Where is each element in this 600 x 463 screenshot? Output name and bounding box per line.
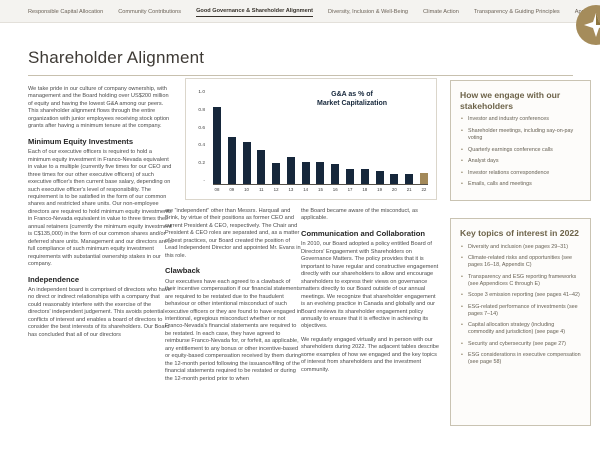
title-divider: [28, 75, 573, 76]
topic-list-item: Diversity and inclusion (see pages 29–31…: [460, 244, 581, 251]
y-tick-label: -: [203, 179, 205, 185]
heading-clawback: Clawback: [165, 266, 201, 276]
chart-bar-18: [360, 168, 369, 184]
how-we-engage-box: How we engage with our stakeholders Inve…: [450, 80, 591, 201]
x-tick-label: 10: [244, 187, 249, 192]
text-column-2: are “independent” other than Messrs. Har…: [165, 208, 302, 389]
intro-paragraph: We take pride in our culture of company …: [28, 86, 170, 130]
chart-bar-15: [316, 162, 325, 184]
chart-plot: [213, 94, 428, 185]
topic-list-item: Capital allocation strategy (including c…: [460, 322, 581, 336]
x-tick-label: 17: [347, 187, 353, 192]
chart-bar-13: [286, 157, 295, 184]
brand-star-logo-icon: [576, 5, 600, 45]
chart-bar-12: [272, 163, 281, 184]
x-tick-label: 19: [377, 187, 383, 192]
y-tick-label: 1.0: [198, 90, 205, 95]
y-tick-label: 0.6: [198, 125, 205, 131]
communication-paragraph: In 2010, our Board adopted a policy enti…: [301, 241, 439, 330]
chart-bar-08: [213, 106, 221, 184]
chart-title-line2: Market Capitalization: [316, 100, 387, 108]
topic-list-item: Scope 3 emission reporting (see pages 41…: [460, 292, 581, 299]
engage-box-list: Investor and industry conferences Shareho…: [460, 116, 581, 188]
x-tick-label: 18: [362, 187, 368, 192]
chart-bar-11: [257, 149, 266, 184]
nav-tab-community-contributions[interactable]: Community Contributions: [118, 8, 182, 15]
top-nav: Responsible Capital Allocation Community …: [0, 0, 600, 23]
x-tick-label: 08: [214, 187, 220, 192]
chart-bar-17: [346, 168, 355, 184]
chart-title: G&A as % of Market Capitalization: [272, 90, 432, 108]
text-column-3: the Board became aware of the misconduct…: [301, 208, 441, 380]
engage-box-title: How we engage with our stakeholders: [460, 90, 561, 111]
x-tick-label: 12: [273, 187, 279, 192]
engage-list-item: Quarterly earnings conference calls: [460, 147, 581, 154]
y-tick-label: 0.8: [198, 107, 205, 113]
text-column-1: We take pride in our culture of company …: [28, 86, 174, 345]
chart-bar-16: [331, 164, 340, 184]
topics-box-title: Key topics of interest in 2022: [460, 228, 579, 238]
nav-tab-climate-action[interactable]: Climate Action: [423, 8, 459, 15]
heading-independence: Independence: [28, 274, 80, 284]
independence-continued-paragraph: are “independent” other than Messrs. Har…: [165, 208, 301, 259]
chart-bar-09: [227, 137, 236, 184]
x-tick-label: 21: [406, 187, 412, 192]
chart-bar-21: [405, 174, 414, 184]
y-tick-label: 0.4: [198, 143, 205, 149]
x-tick-label: 11: [259, 187, 264, 192]
heading-communication-collaboration: Communication and Collaboration: [301, 228, 426, 238]
x-tick-label: 15: [318, 187, 323, 192]
clawback-continued-paragraph: the Board became aware of the misconduct…: [301, 208, 418, 222]
independence-paragraph: An independent board is comprised of dir…: [28, 287, 171, 338]
ga-market-cap-chart: G&A as % of Market Capitalization 1.0 0.8…: [185, 78, 437, 200]
engage-list-item: Analyst days: [460, 158, 581, 165]
topic-list-item: Security and cybersecurity (see page 27): [460, 341, 581, 348]
x-tick-label: 16: [332, 187, 338, 192]
x-tick-label: 13: [288, 187, 294, 192]
chart-bar-19: [375, 171, 384, 184]
topic-list-item: ESG-related performance of investments (…: [460, 304, 581, 318]
nav-tab-good-governance-shareholder-alignment[interactable]: Good Governance & Shareholder Alignment: [196, 5, 314, 17]
chart-bar-22: [419, 173, 428, 184]
clawback-paragraph: Our executives have each agreed to a cla…: [165, 278, 302, 382]
key-topics-box: Key topics of interest in 2022 Diversity…: [450, 218, 591, 426]
minimum-equity-paragraph: Each of our executive officers is requir…: [28, 149, 173, 268]
chart-x-axis: 08 09 10 11 12 13 14 15 16 17 18 19 20 21 22: [213, 187, 428, 192]
engage-list-item: Emails, calls and meetings: [460, 181, 581, 188]
chart-bar-14: [301, 162, 310, 184]
nav-tab-transparency-guiding-principles[interactable]: Transparency & Guiding Principles: [473, 8, 560, 15]
nav-tab-diversity-inclusion-well-being[interactable]: Diversity, Inclusion & Well-Being: [328, 8, 409, 15]
engage-list-item: Investor and industry conferences: [460, 116, 581, 123]
nav-tab-responsible-capital-allocation[interactable]: Responsible Capital Allocation: [28, 8, 104, 15]
topic-list-item: Climate-related risks and opportunities …: [460, 255, 581, 269]
chart-title-line1: G&A as % of: [331, 91, 373, 98]
topics-box-list: Diversity and inclusion (see pages 29–31…: [460, 244, 581, 367]
engagement-2022-paragraph: We regularly engaged virtually and in pe…: [301, 336, 439, 373]
x-tick-label: 09: [229, 187, 235, 192]
x-tick-label: 22: [421, 187, 427, 192]
chart-bar-20: [390, 174, 399, 184]
x-tick-label: 20: [391, 187, 397, 192]
y-tick-label: 0.2: [198, 161, 205, 167]
topic-list-item: ESG considerations in executive compensa…: [460, 352, 581, 366]
heading-minimum-equity-investments: Minimum Equity Investments: [28, 136, 134, 146]
x-tick-label: 14: [303, 187, 309, 192]
chart-bar-10: [242, 141, 251, 184]
engage-list-item: Shareholder meetings, including say-on-p…: [460, 128, 581, 142]
engage-list-item: Investor relations correspondence: [460, 170, 581, 177]
page-title: Shareholder Alignment: [28, 48, 205, 67]
topic-list-item: Transparency and ESG reporting framework…: [460, 274, 581, 288]
star-icon: [584, 13, 600, 37]
chart-y-axis: 1.0 0.8 0.6 0.4 0.2 -: [195, 90, 205, 185]
